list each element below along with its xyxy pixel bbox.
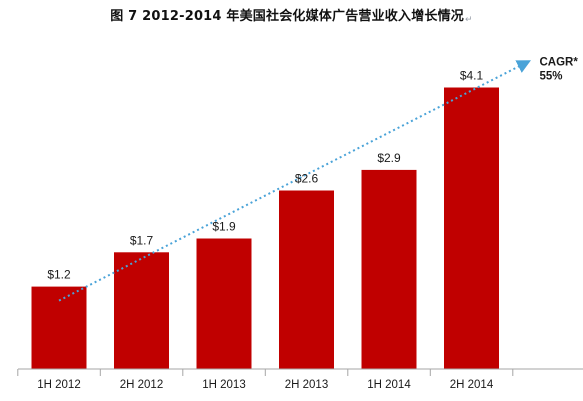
cagr-label: CAGR* bbox=[540, 57, 579, 69]
bar-2 bbox=[196, 238, 252, 369]
bar-3 bbox=[279, 190, 334, 369]
bar-5 bbox=[444, 87, 499, 369]
cagr-value: 55% bbox=[540, 71, 563, 83]
data-label-3: $2.6 bbox=[295, 172, 319, 186]
x-tick-label-3: 2H 2013 bbox=[285, 379, 328, 391]
bar-0 bbox=[31, 286, 87, 369]
bars-layer bbox=[31, 87, 499, 369]
bar-1 bbox=[114, 252, 169, 369]
chart-title-text: 图 7 2012-2014 年美国社会化媒体广告营业收入增长情况 bbox=[110, 9, 465, 24]
x-tick-label-0: 1H 2012 bbox=[37, 379, 80, 391]
bar-4 bbox=[361, 169, 417, 369]
data-label-1: $1.7 bbox=[130, 233, 154, 247]
x-tick-label-2: 1H 2013 bbox=[202, 379, 245, 391]
data-label-5: $4.1 bbox=[460, 69, 484, 83]
x-axis: 1H 2012 2H 2012 1H 2013 2H 2013 1H 2014 2H 20… bbox=[17, 368, 583, 391]
x-tick-label-1: 2H 2012 bbox=[120, 379, 163, 391]
x-tick-label-4: 1H 2014 bbox=[367, 379, 411, 391]
return-mark: ↵ bbox=[465, 15, 473, 25]
chart-title: 图 7 2012-2014 年美国社会化媒体广告营业收入增长情况↵ bbox=[0, 5, 583, 25]
x-tick-label-5: 2H 2014 bbox=[450, 379, 494, 391]
labels-layer: $1.2 $1.7 $1.9 $2.6 $2.9 $4.1 CAGR* 55% bbox=[47, 57, 578, 282]
data-label-4: $2.9 bbox=[377, 151, 401, 165]
data-label-2: $1.9 bbox=[212, 220, 236, 234]
data-label-0: $1.2 bbox=[47, 268, 71, 282]
